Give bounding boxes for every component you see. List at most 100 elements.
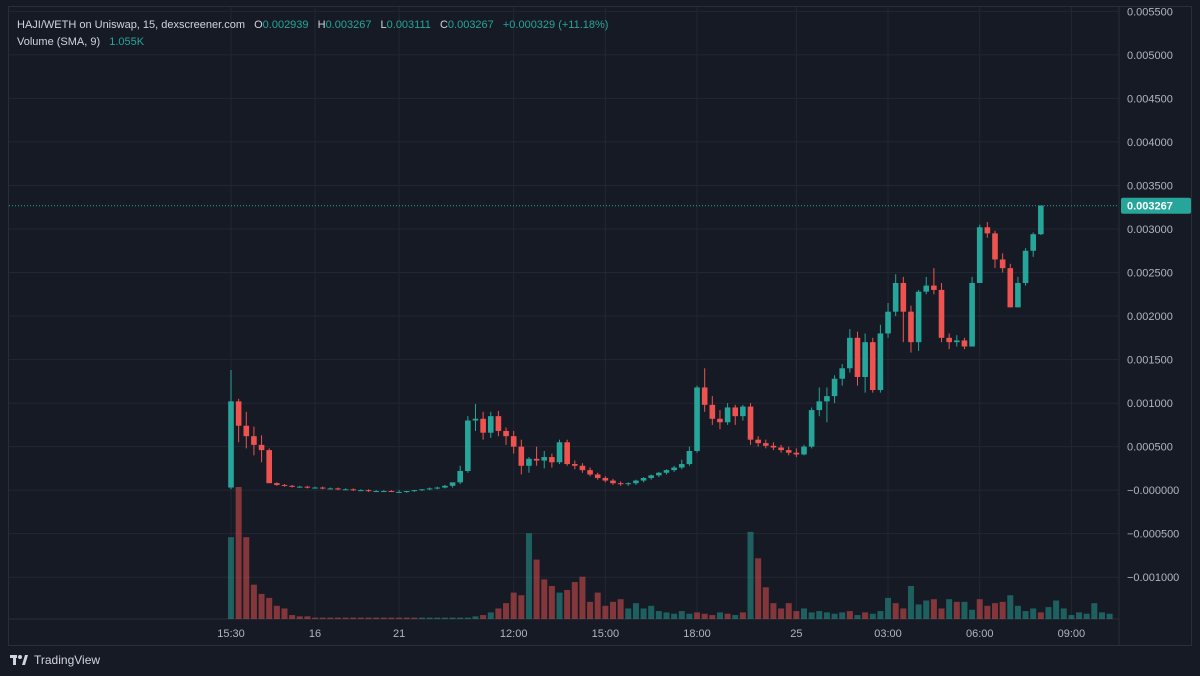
candle-body	[266, 450, 272, 484]
volume-bar	[678, 611, 685, 619]
y-tick-label: 0.002500	[1127, 268, 1173, 280]
tradingview-brand[interactable]: TradingView	[10, 652, 100, 668]
open-label: O	[254, 19, 263, 31]
candle-body	[961, 340, 968, 347]
candle-body	[877, 333, 884, 391]
x-tick-label: 03:00	[874, 628, 902, 640]
volume-bar	[946, 599, 953, 619]
volume-label: Volume (SMA, 9)	[17, 36, 101, 48]
y-tick-label: −0.000000	[1127, 485, 1179, 497]
candle-body	[755, 439, 761, 444]
x-tick-label: 09:00	[1058, 628, 1086, 640]
candle-body	[403, 491, 410, 493]
candle-body	[617, 483, 624, 485]
volume-bar	[724, 613, 731, 619]
volume-bar	[587, 601, 594, 619]
volume-bar	[961, 601, 968, 619]
candle-body	[801, 446, 807, 455]
candle-body	[648, 475, 654, 478]
candle-body	[1022, 250, 1029, 283]
volume-bar	[388, 617, 395, 619]
volume-bar	[930, 599, 937, 619]
candle-body	[778, 447, 784, 451]
volume-bar	[801, 608, 807, 619]
volume-bar	[327, 617, 334, 619]
volume-bar	[694, 612, 701, 619]
x-tick-label: 15:30	[217, 628, 245, 640]
y-tick-label: 0.000500	[1127, 442, 1173, 454]
candle-body	[992, 233, 998, 260]
volume-bar	[533, 559, 540, 619]
volume-bar	[434, 617, 441, 619]
candle-body	[388, 491, 395, 493]
volume-bar	[716, 612, 723, 619]
volume-bar	[564, 589, 571, 619]
x-tick-label: 25	[790, 628, 802, 640]
volume-bar	[869, 613, 876, 619]
volume-bar	[235, 487, 242, 619]
volume-bar	[365, 617, 372, 619]
volume-bar	[541, 579, 548, 619]
candle-body	[724, 407, 731, 423]
candle-body	[235, 401, 242, 426]
volume-bar	[449, 617, 456, 619]
volume-bar	[655, 611, 662, 619]
volume-bar	[854, 615, 861, 619]
y-tick-label: 0.001500	[1127, 355, 1173, 367]
volume-bar	[617, 599, 624, 619]
volume-bar	[250, 584, 257, 619]
legend-row-volume: Volume (SMA, 9) 1.055K	[17, 34, 608, 51]
y-tick-label: 0.003000	[1127, 224, 1173, 236]
candle-body	[442, 485, 448, 488]
last-price-tag	[1121, 197, 1191, 214]
volume-bar	[663, 612, 670, 619]
volume-bar	[862, 612, 869, 619]
volume-bar	[518, 595, 525, 619]
candle-body	[908, 311, 914, 343]
candle-body	[480, 418, 486, 433]
volume-bar	[732, 615, 739, 619]
volume-bar	[915, 604, 922, 619]
chart-panel[interactable]: 0.005500 0.005000 0.004500 0.004000 0.003500…	[8, 6, 1192, 646]
candle-body	[892, 282, 899, 312]
volume-bar	[755, 558, 762, 619]
volume-bar	[999, 601, 1006, 619]
candle-body	[319, 487, 326, 489]
candle-body	[495, 416, 502, 431]
volume-bar	[770, 603, 777, 619]
candle-body	[633, 480, 639, 484]
volume-bar	[487, 612, 494, 619]
candle-body	[289, 485, 295, 487]
candle-body	[701, 387, 708, 405]
volume-bar	[602, 605, 609, 619]
close-value: 0.003267	[447, 19, 494, 31]
volume-bar	[266, 597, 273, 619]
volume-bar	[510, 592, 517, 619]
candle-body	[465, 420, 471, 472]
volume-bar	[747, 531, 754, 619]
volume-bar	[426, 617, 433, 619]
volume-bar	[907, 586, 914, 619]
volume-bar	[289, 615, 296, 619]
candle-body	[931, 285, 937, 290]
candle-body	[503, 430, 509, 437]
candle-body	[1015, 282, 1021, 308]
candle-body	[312, 487, 318, 489]
price-chart[interactable]: 0.005500 0.005000 0.004500 0.004000 0.003500…	[9, 7, 1192, 646]
volume-bar	[739, 612, 746, 619]
candle-body	[602, 477, 609, 481]
volume-bar	[480, 615, 487, 619]
candle-body	[740, 406, 746, 417]
chart-legend: HAJI/WETH on Uniswap, 15, dexscreener.co…	[17, 17, 608, 51]
candle-body	[549, 457, 555, 463]
volume-bar	[357, 617, 364, 619]
candle-body	[594, 474, 601, 478]
high-value: 0.003267	[325, 19, 372, 31]
volume-bar	[816, 611, 823, 619]
candle-body	[358, 490, 364, 492]
volume-value: 1.055K	[109, 36, 145, 48]
candle-body	[396, 491, 402, 493]
volume-bar	[877, 611, 884, 619]
volume-bar	[900, 608, 907, 619]
candle-body	[510, 436, 517, 447]
